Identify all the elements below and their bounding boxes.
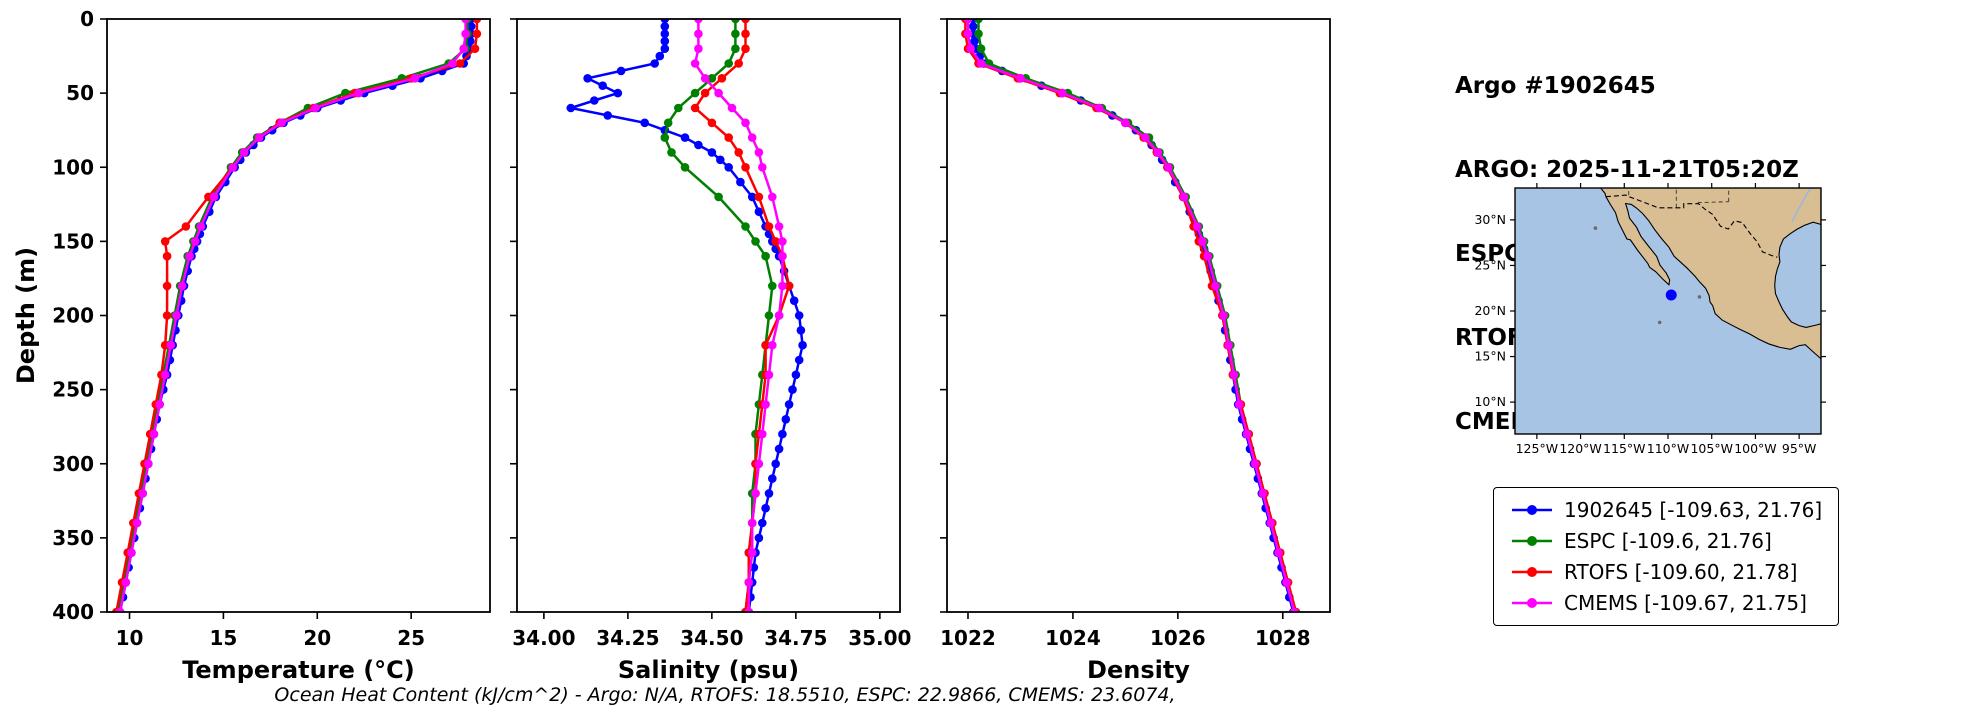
- density-profile-chart: 1022 1024 1026 1028 Density: [940, 18, 1331, 684]
- x-tick-label: 34.50: [680, 626, 743, 650]
- temperature-profile-chart: 10 15 20 25050100150200250300350400Temperat…: [52, 7, 491, 684]
- y-tick-label: 150: [52, 229, 94, 253]
- legend-line-marker-icon: [1512, 505, 1552, 515]
- map-state-border: [1697, 201, 1729, 204]
- map-us-mexico-border: [1605, 194, 1778, 258]
- series-line-espc: [977, 19, 1298, 612]
- map-lon-tick-label: 120°W: [1559, 441, 1601, 456]
- y-tick-label: 50: [66, 81, 94, 105]
- series-line-rtofs: [964, 19, 1298, 612]
- y-tick-label: 350: [52, 526, 94, 550]
- x-tick-label: 34.75: [764, 626, 827, 650]
- argo-timestamp: ARGO: 2025-11-21T05:20Z: [1455, 157, 1799, 183]
- salinity-profile-chart: 34.00 34.25 34.50 34.75 35.00 Salinity (psu): [510, 18, 911, 684]
- map-lon-tick-label: 100°W: [1734, 441, 1776, 456]
- map-lon-tick-label: 125°W: [1516, 441, 1558, 456]
- legend-entry-espc: ESPC [-109.6, 21.76]: [1510, 528, 1822, 554]
- float-location-marker: [1665, 289, 1677, 301]
- x-tick-label: 34.00: [512, 626, 575, 650]
- profile-charts-svg: 10 15 20 25050100150200250300350400Temperat…: [12, 7, 1331, 684]
- map-river: [1791, 188, 1812, 223]
- series-markers-espc: [974, 19, 1301, 612]
- y-tick-label: 0: [80, 7, 94, 31]
- x-tick-label: 35.00: [848, 626, 911, 650]
- legend-entry-label: CMEMS [-109.67, 21.75]: [1564, 591, 1807, 615]
- legend-line-marker-icon: [1512, 536, 1552, 546]
- map-lon-tick-label: 110°W: [1647, 441, 1689, 456]
- location-inset-map: 125°W 120°W 115°W 110°W 105°W 100°W 95°W 30°N 25…: [1440, 180, 1860, 480]
- legend-line-marker-icon: [1512, 598, 1552, 608]
- series-markers-espc: [660, 19, 777, 612]
- temperature-axis-title: Temperature (°C): [182, 656, 415, 684]
- map-island: [1697, 295, 1702, 299]
- density-axis-title: Density: [1087, 656, 1190, 684]
- y-tick-label: 250: [52, 378, 94, 402]
- legend-entry-rtofs: RTOFS [-109.60, 21.78]: [1510, 559, 1822, 585]
- map-island: [1657, 320, 1662, 325]
- series-markers-argo: [968, 19, 1298, 612]
- x-tick-label: 1028: [1255, 626, 1311, 650]
- map-island: [1593, 226, 1598, 230]
- series-markers-cmems: [963, 19, 1299, 612]
- ohc-footer: Ocean Heat Content (kJ/cm^2) - Argo: N/A…: [274, 684, 1176, 706]
- legend-entry-cmems: CMEMS [-109.67, 21.75]: [1510, 590, 1822, 616]
- legend-entry-label: RTOFS [-109.60, 21.78]: [1564, 560, 1798, 584]
- inset-map-svg: 125°W 120°W 115°W 110°W 105°W 100°W 95°W 30°N 25…: [1474, 183, 1826, 456]
- profile-charts-figure: 10 15 20 25 0 50 100 150 200 250 300 350 400 Temperat…: [12, 7, 1331, 684]
- figure-title: Argo #1902645: [1455, 73, 1656, 99]
- series-line-cmems: [966, 19, 1296, 612]
- x-tick-label: 34.25: [596, 626, 659, 650]
- legend-entry-label: 1902645 [-109.63, 21.76]: [1564, 498, 1823, 522]
- series-markers-cmems: [690, 19, 787, 612]
- salinity-axis-title: Salinity (psu): [618, 656, 799, 684]
- legend-entry-label: ESPC [-109.6, 21.76]: [1564, 529, 1772, 553]
- map-lat-tick-label: 15°N: [1474, 349, 1506, 364]
- x-tick-label: 25: [397, 626, 425, 650]
- x-tick-label: 10: [116, 626, 144, 650]
- y-tick-label: 200: [52, 304, 94, 328]
- x-tick-label: 20: [303, 626, 331, 650]
- legend-entry-argo: 1902645 [-109.63, 21.76]: [1510, 497, 1822, 523]
- map-lat-tick-label: 20°N: [1474, 303, 1506, 318]
- y-tick-label: 300: [52, 452, 94, 476]
- y-tick-label: 400: [52, 600, 94, 624]
- map-landmass: [1599, 188, 1821, 360]
- x-tick-label: 1026: [1150, 626, 1206, 650]
- series-line-argo: [971, 19, 1295, 612]
- series-markers-rtofs: [961, 19, 1301, 612]
- map-lat-tick-label: 25°N: [1474, 257, 1506, 272]
- legend: 1902645 [-109.63, 21.76] ESPC [-109.6, 21…: [1493, 487, 1840, 626]
- x-tick-label: 1024: [1045, 626, 1101, 650]
- map-lon-tick-label: 115°W: [1603, 441, 1645, 456]
- depth-axis-title: Depth (m): [12, 247, 40, 384]
- x-tick-label: 1022: [940, 626, 996, 650]
- map-lat-tick-label: 30°N: [1474, 212, 1506, 227]
- map-lat-tick-label: 10°N: [1474, 394, 1506, 409]
- map-lon-tick-label: 95°W: [1782, 441, 1817, 456]
- map-lon-tick-label: 105°W: [1690, 441, 1732, 456]
- y-tick-label: 100: [52, 155, 94, 179]
- series-markers-cmems: [115, 19, 470, 612]
- legend-line-marker-icon: [1512, 567, 1552, 577]
- x-tick-label: 15: [209, 626, 237, 650]
- series-markers-rtofs: [112, 19, 482, 612]
